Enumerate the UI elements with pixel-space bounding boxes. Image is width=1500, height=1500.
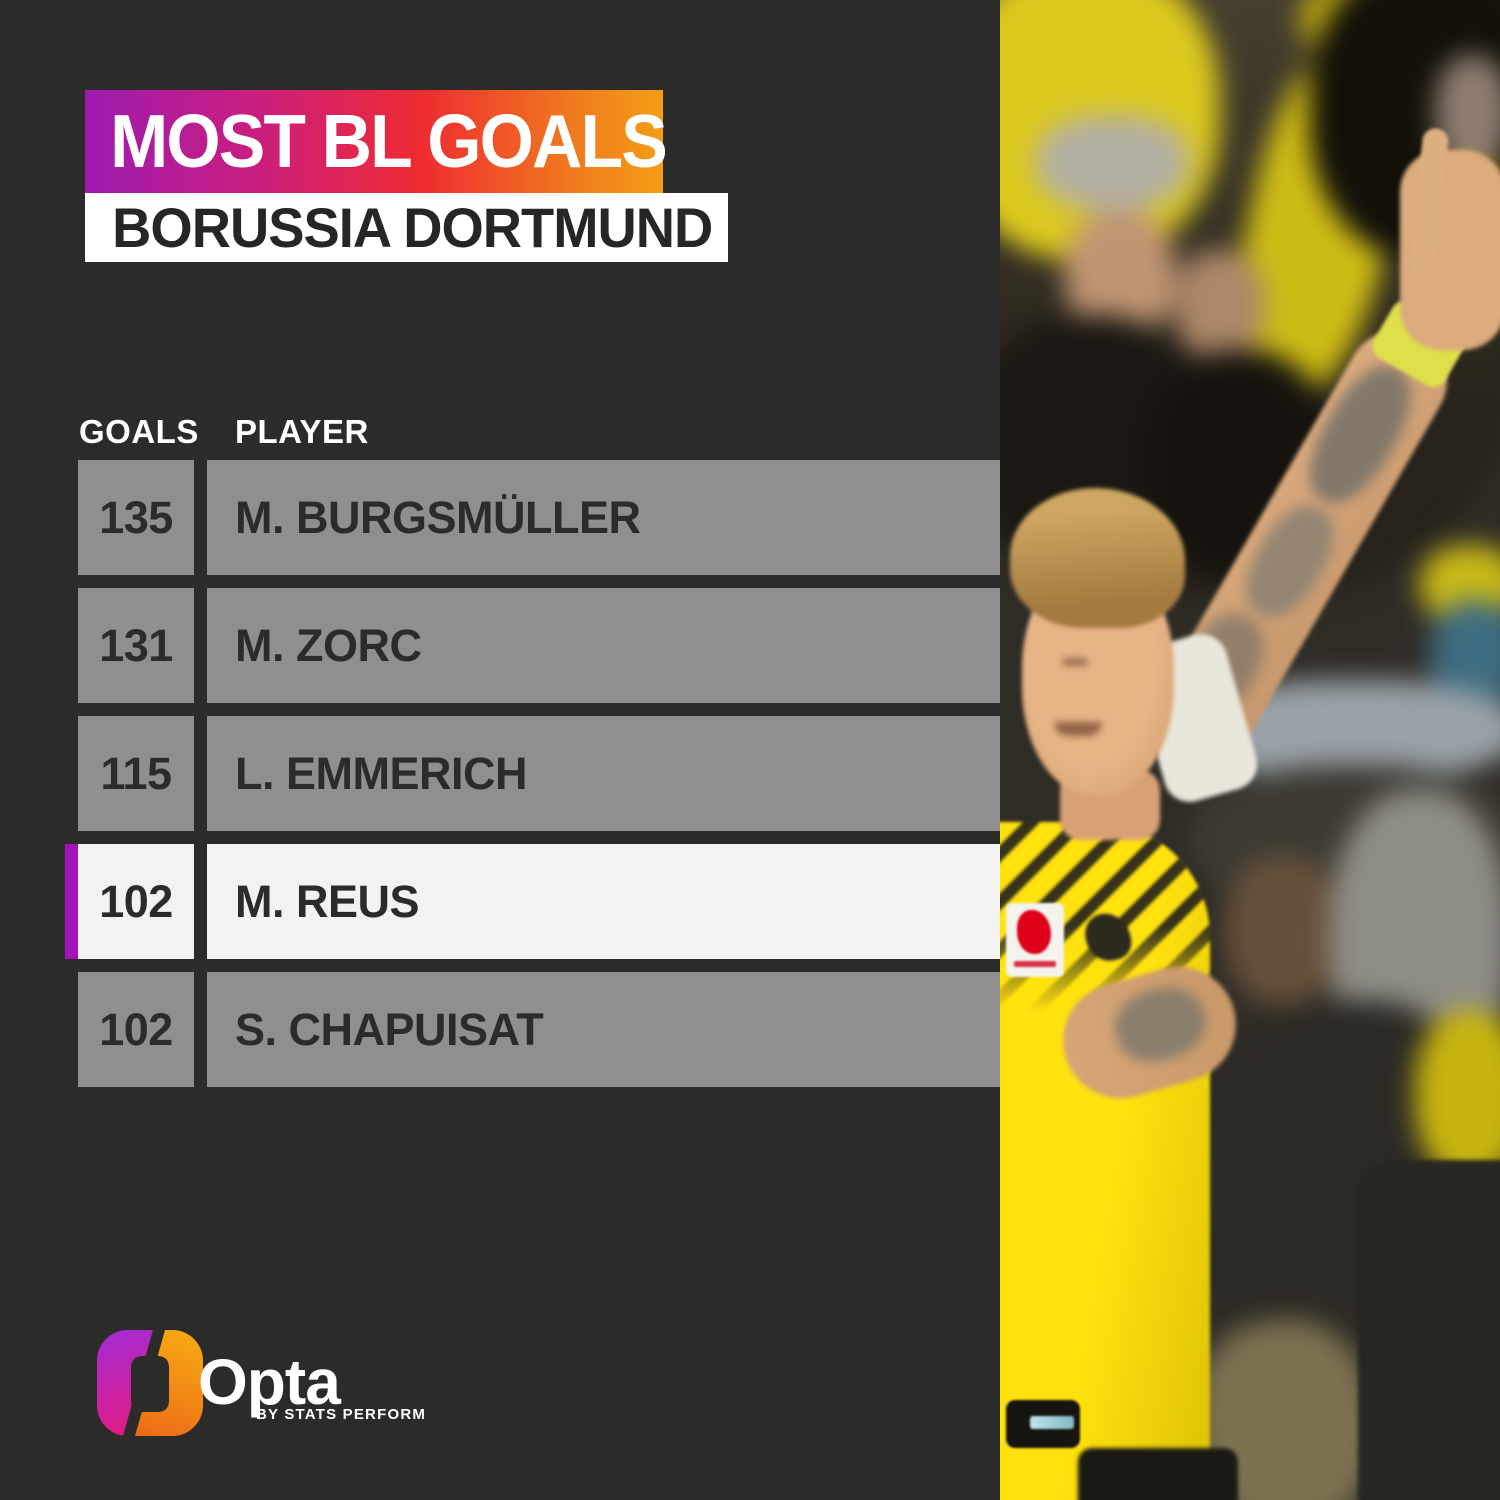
- player-cell: M. REUS: [207, 844, 1000, 959]
- page-title: MOST BL GOALS: [110, 99, 668, 183]
- title-banner: MOST BL GOALS: [85, 90, 668, 193]
- brand-tagline: BY STATS PERFORM: [256, 1406, 427, 1423]
- subtitle-bar: BORUSSIA DORTMUND: [85, 193, 728, 262]
- table-row: 102 M. REUS: [0, 844, 1000, 959]
- goals-cell: 115: [78, 716, 194, 831]
- table-row: 135 M. BURGSMÜLLER: [0, 460, 1000, 575]
- table-row: 115 L. EMMERICH: [0, 716, 1000, 831]
- team-subtitle: BORUSSIA DORTMUND: [112, 196, 713, 259]
- goals-cell: 102: [78, 972, 194, 1087]
- table-header: GOALS PLAYER: [0, 413, 1000, 450]
- player-cell: L. EMMERICH: [207, 716, 1000, 831]
- player-hair: [1010, 488, 1185, 628]
- opta-logo-icon: [95, 1328, 205, 1438]
- player-cell: M. ZORC: [207, 588, 1000, 703]
- highlight-accent-bar: [65, 844, 78, 959]
- black-shorts: [1078, 1448, 1238, 1500]
- goals-column-header: GOALS: [79, 413, 199, 450]
- stadium-seat-block: [1358, 1160, 1500, 1500]
- table-rows: 135 M. BURGSMÜLLER 131 M. ZORC 115 L. EM…: [0, 460, 1000, 1100]
- brand-wordmark: Opta: [198, 1346, 341, 1418]
- jersey-tag: [1006, 1400, 1080, 1448]
- table-row: 102 S. CHAPUISAT: [0, 972, 1000, 1087]
- stats-panel: MOST BL GOALS BORUSSIA DORTMUND GOALS PL…: [0, 90, 1000, 1438]
- table-row: 131 M. ZORC: [0, 588, 1000, 703]
- goals-cell: 131: [78, 588, 194, 703]
- player-cell: M. BURGSMÜLLER: [207, 460, 1000, 575]
- player-column-header: PLAYER: [235, 413, 369, 450]
- goals-cell: 135: [78, 460, 194, 575]
- player-cell: S. CHAPUISAT: [207, 972, 1000, 1087]
- bundesliga-patch: [1006, 903, 1064, 977]
- goals-cell: 102: [78, 844, 194, 959]
- player-photo: [1000, 0, 1500, 1500]
